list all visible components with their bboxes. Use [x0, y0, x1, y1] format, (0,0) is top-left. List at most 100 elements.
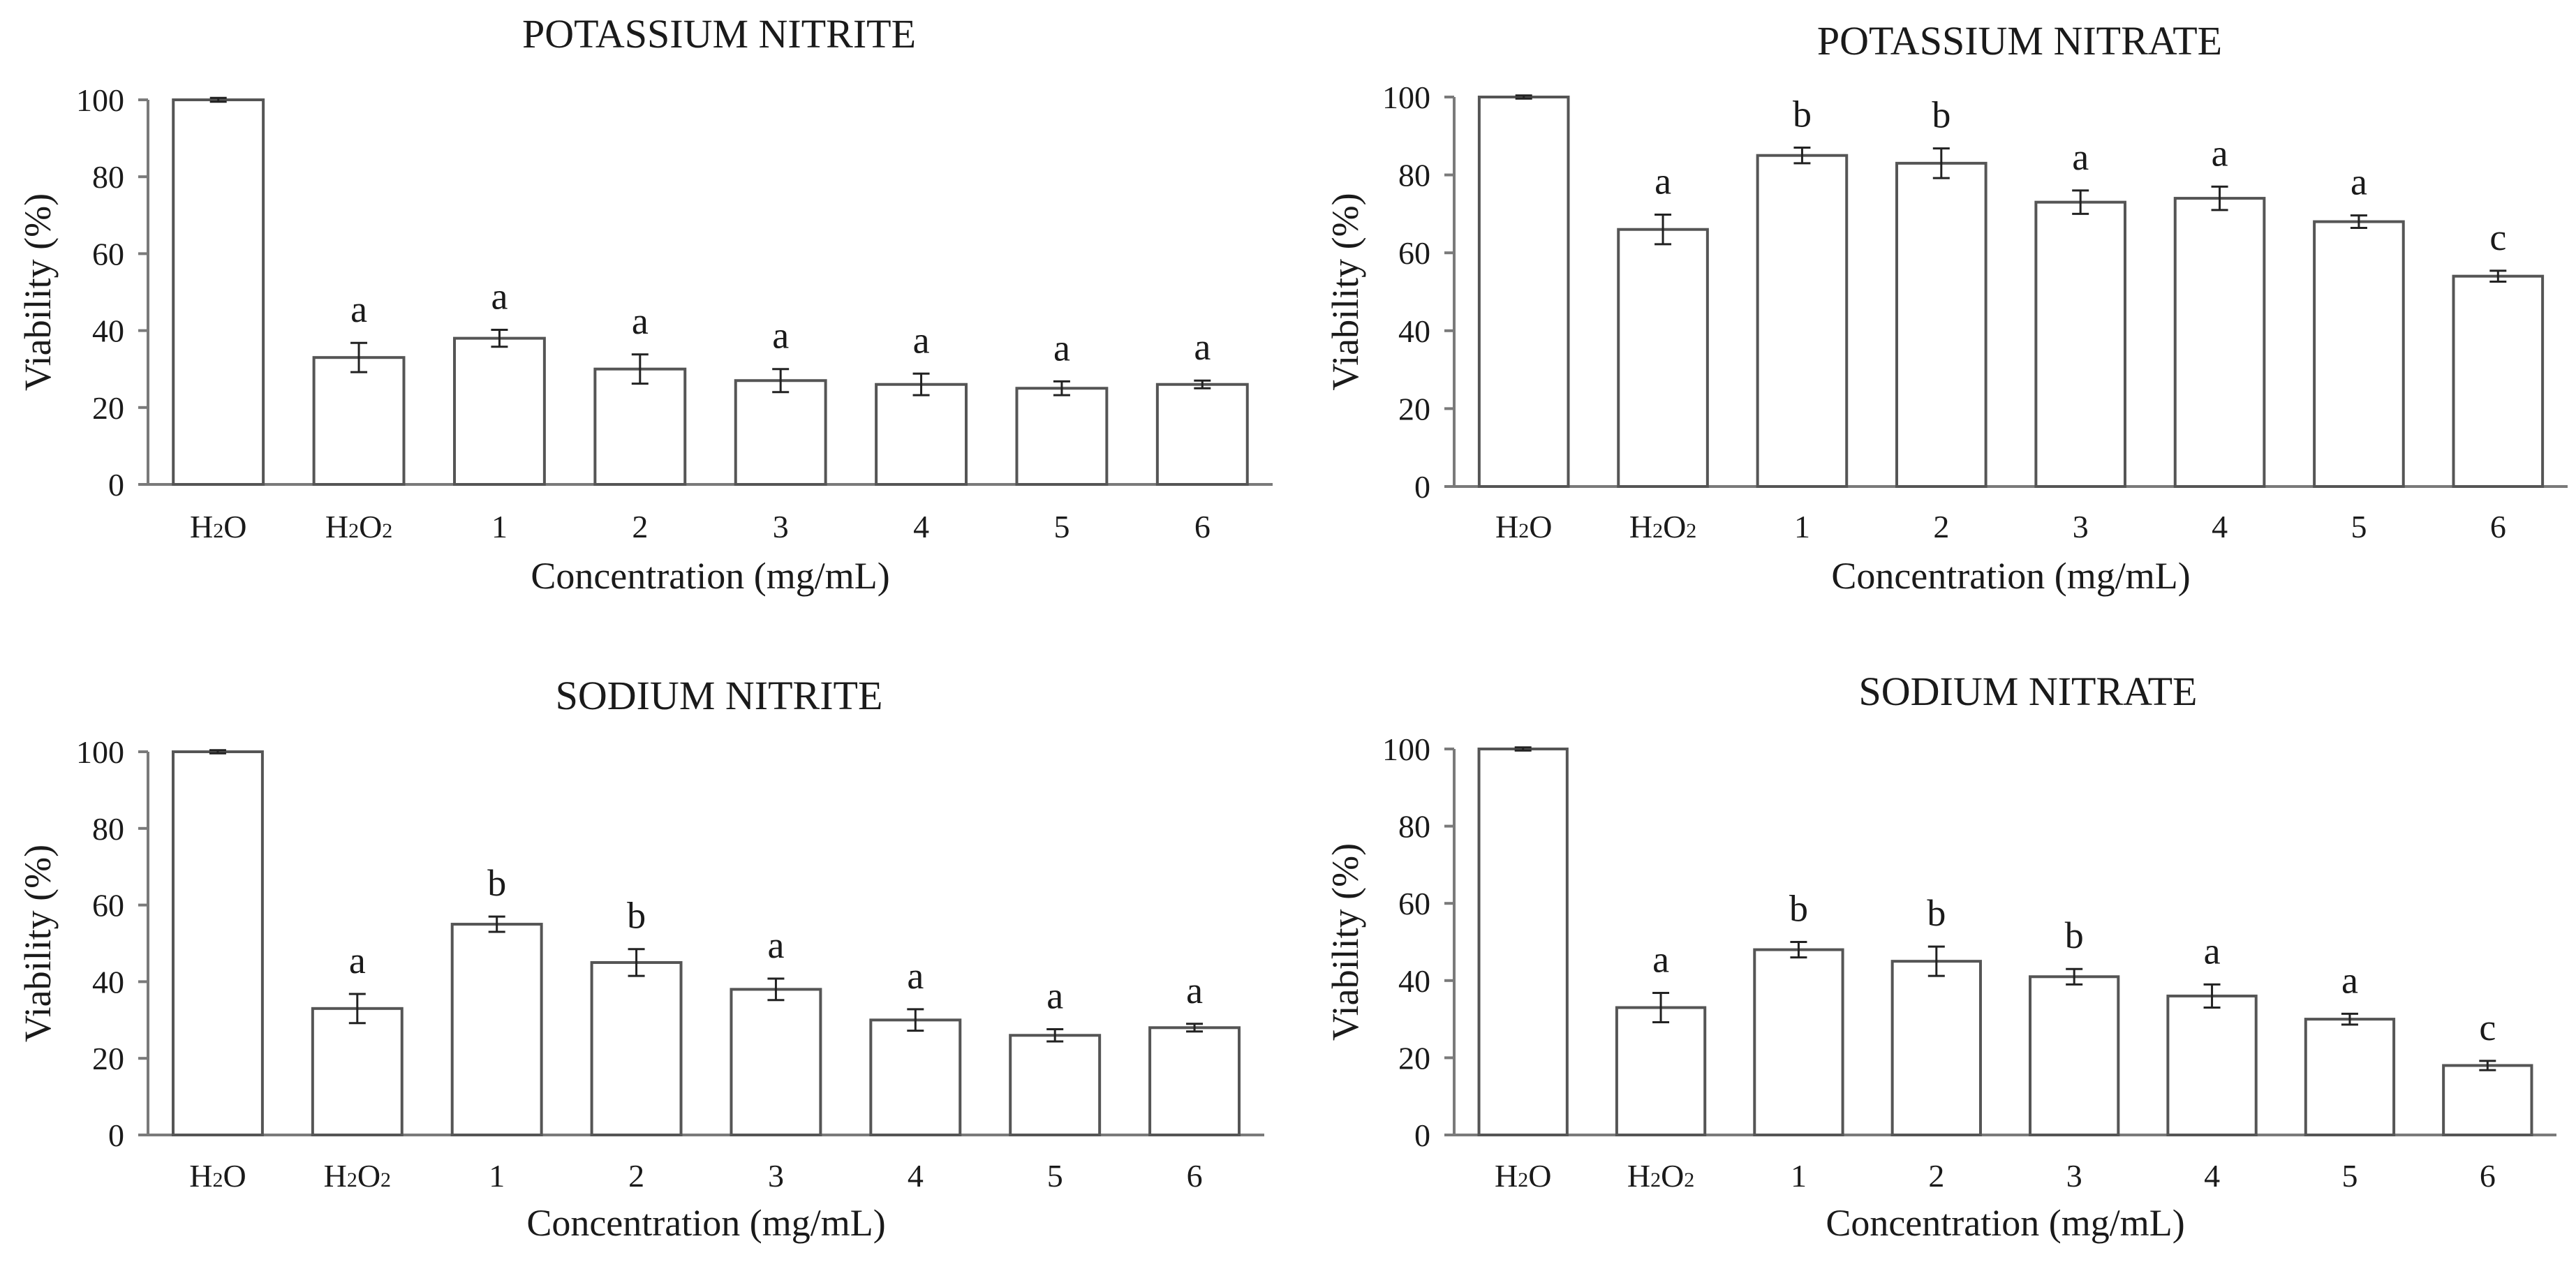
- significance-letter: a: [913, 319, 930, 361]
- bar: [2029, 975, 2120, 1137]
- y-tick-label: 100: [76, 82, 124, 118]
- y-tick-label: 80: [1398, 809, 1430, 845]
- y-axis-label: Viability (%): [1324, 193, 1366, 390]
- significance-letter: a: [767, 924, 784, 966]
- bar: [312, 356, 406, 486]
- x-tick-label: 3: [2073, 509, 2089, 544]
- y-tick-label: 80: [1398, 158, 1430, 193]
- bar: [172, 98, 265, 486]
- bar: [171, 750, 264, 1136]
- y-tick-label: 40: [1398, 963, 1430, 999]
- x-tick-label: 6: [1187, 1158, 1203, 1194]
- significance-letter: b: [627, 895, 646, 937]
- x-tick-label: 1: [491, 509, 508, 544]
- significance-letter: a: [1652, 938, 1669, 980]
- significance-letter: a: [907, 955, 924, 997]
- y-tick-label: 40: [92, 313, 124, 349]
- x-axis-label: Concentration (mg/mL): [531, 555, 889, 597]
- x-tick-label: 2: [632, 509, 648, 544]
- chart-title: POTASSIUM NITRITE: [522, 11, 916, 57]
- y-tick-label: 80: [92, 159, 124, 195]
- x-tick-label: H2O: [1495, 509, 1552, 544]
- bar: [1148, 1026, 1241, 1137]
- y-tick-label: 100: [76, 734, 124, 770]
- x-axis-label: Concentration (mg/mL): [1826, 1202, 2184, 1244]
- bar: [1615, 1006, 1707, 1137]
- x-tick-label: 2: [1928, 1158, 1944, 1194]
- chart-title: POTASSIUM NITRATE: [1817, 18, 2222, 64]
- y-tick-label: 60: [92, 236, 124, 272]
- x-tick-label: 4: [908, 1158, 924, 1194]
- y-tick-label: 0: [108, 467, 124, 503]
- bar: [450, 923, 543, 1137]
- bar: [1155, 383, 1249, 486]
- bar: [2442, 1064, 2533, 1136]
- significance-letter: a: [2204, 930, 2221, 972]
- bar: [1895, 161, 1987, 489]
- y-axis-label: Viability (%): [17, 845, 59, 1042]
- y-tick-label: 40: [1398, 313, 1430, 349]
- x-tick-label: H2O: [1495, 1158, 1551, 1194]
- y-tick-label: 40: [92, 964, 124, 1000]
- y-tick-label: 100: [1382, 732, 1430, 767]
- chart-title: SODIUM NITRATE: [1859, 669, 2198, 714]
- significance-letter: a: [350, 288, 367, 330]
- bar: [2034, 200, 2126, 488]
- x-axis-label: Concentration (mg/mL): [526, 1202, 885, 1244]
- significance-letter: a: [349, 940, 366, 981]
- x-tick-label: 5: [1053, 509, 1069, 544]
- bar: [1477, 748, 1569, 1136]
- x-tick-label: 6: [1194, 509, 1211, 544]
- x-tick-label: H2O: [190, 509, 246, 544]
- x-tick-label: 5: [2351, 509, 2367, 544]
- chart-sodium-nitrate: SODIUM NITRATE 0 20 40 60 80 100 Viability (%) C…: [1324, 669, 2556, 1244]
- y-tick-label: 100: [1382, 80, 1430, 115]
- bar: [1753, 948, 1844, 1137]
- bar: [1756, 154, 1849, 488]
- bar: [1009, 1034, 1102, 1137]
- y-tick-label: 60: [1398, 886, 1430, 921]
- chart-title: SODIUM NITRITE: [556, 673, 883, 718]
- y-tick-label: 0: [1414, 469, 1430, 505]
- significance-letter: a: [2341, 959, 2358, 1001]
- bar: [869, 1018, 962, 1137]
- x-tick-label: 6: [2490, 509, 2506, 544]
- y-axis-label: Viability (%): [1324, 843, 1366, 1041]
- significance-letter: a: [1186, 970, 1203, 1011]
- significance-letter: b: [1927, 892, 1946, 934]
- x-tick-label: H2O2: [1629, 509, 1696, 544]
- x-tick-label: 4: [913, 509, 929, 544]
- bar: [452, 336, 546, 486]
- x-tick-label: 2: [628, 1158, 644, 1194]
- x-tick-label: 6: [2480, 1158, 2496, 1194]
- y-tick-label: 20: [92, 390, 124, 426]
- y-axis-label: Viability (%): [17, 193, 59, 391]
- significance-letter: a: [2351, 161, 2367, 203]
- bar: [734, 379, 827, 486]
- significance-letter: a: [1655, 161, 1671, 202]
- bar: [1890, 960, 1982, 1137]
- chart-potassium-nitrate: POTASSIUM NITRATE 0 20 40 60 80 100 Viability (…: [1324, 18, 2568, 597]
- significance-letter: c: [2479, 1007, 2496, 1048]
- x-tick-label: 5: [2341, 1158, 2357, 1194]
- bar: [875, 383, 968, 486]
- y-tick-label: 20: [92, 1041, 124, 1076]
- x-axis-label: Concentration (mg/mL): [1831, 555, 2190, 597]
- y-tick-label: 60: [1398, 235, 1430, 271]
- y-tick-label: 20: [1398, 391, 1430, 426]
- x-tick-label: 1: [1791, 1158, 1807, 1194]
- x-tick-label: 3: [773, 509, 789, 544]
- bar: [593, 367, 687, 487]
- significance-letter: c: [2489, 216, 2506, 258]
- x-tick-label: 4: [2204, 1158, 2220, 1194]
- x-tick-label: 1: [1794, 509, 1810, 544]
- significance-letter: a: [1194, 326, 1211, 368]
- significance-letter: b: [1793, 94, 1812, 135]
- y-tick-label: 60: [92, 888, 124, 923]
- x-tick-label: 5: [1047, 1158, 1063, 1194]
- bar: [1477, 96, 1570, 488]
- bar: [2304, 1018, 2396, 1136]
- bar: [2173, 197, 2266, 488]
- bar: [2166, 994, 2258, 1137]
- significance-letter: a: [632, 300, 649, 342]
